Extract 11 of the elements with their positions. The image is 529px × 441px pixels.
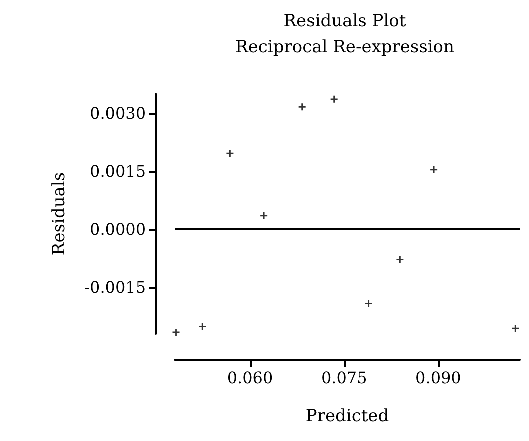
y-axis-title: Residuals xyxy=(50,172,70,256)
y-tick-label: 0.0015 xyxy=(90,162,146,181)
y-tick-label: -0.0015 xyxy=(84,278,146,298)
y-tick-label: 0.0000 xyxy=(90,220,146,239)
x-tick-label: 0.060 xyxy=(227,368,274,388)
x-tick-label: 0.090 xyxy=(416,368,462,388)
x-tick-label: 0.075 xyxy=(321,368,368,388)
y-tick-label: 0.0030 xyxy=(90,104,146,123)
x-axis-title: Predicted xyxy=(306,406,390,426)
chart-subtitle: Reciprocal Re-expression xyxy=(236,38,455,58)
chart-title: Residuals Plot xyxy=(284,12,406,32)
